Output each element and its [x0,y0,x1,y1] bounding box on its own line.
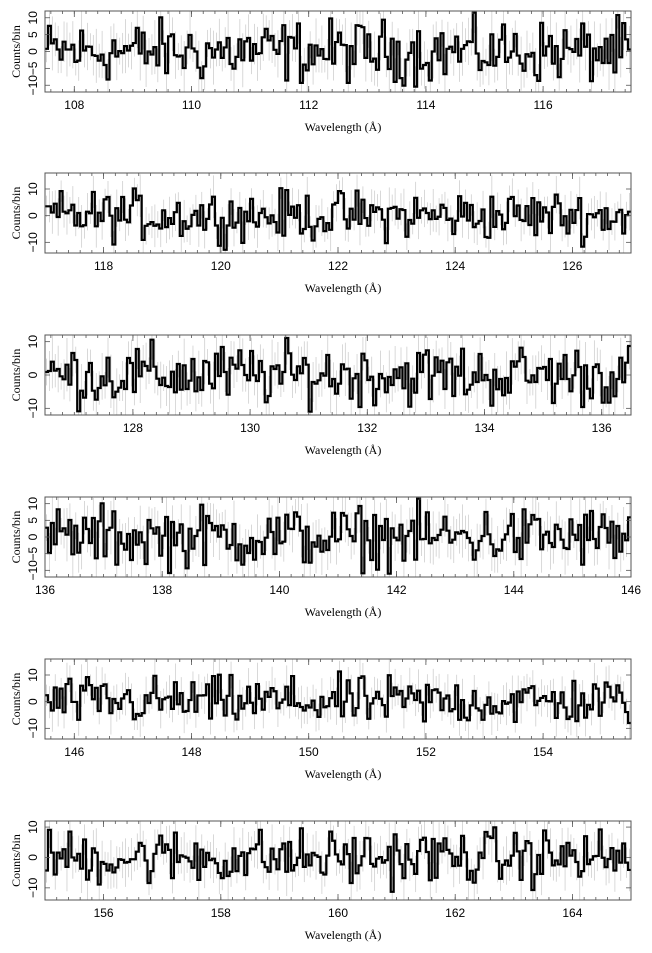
y-tick-label: 0 [26,533,40,540]
x-tick-label: 118 [94,259,113,273]
y-tick-label: −10 [26,398,40,419]
x-tick-label: 120 [211,259,231,273]
x-tick-label: 158 [211,906,231,920]
x-tick-label: 134 [474,421,494,435]
y-tick-label: 10 [26,182,40,196]
x-tick-label: 140 [269,583,289,597]
y-tick-label: −10 [26,718,40,739]
x-tick-label: 128 [123,421,143,435]
y-tick-label: 10 [26,335,40,349]
y-axis-title: Counts/bin [9,673,23,726]
plot-frame [44,658,632,740]
x-tick-label: 164 [562,906,582,920]
x-tick-label: 124 [445,259,465,273]
y-axis-title: Counts/bin [9,349,23,402]
y-axis-title: Counts/bin [9,834,23,887]
x-tick-label: 108 [64,98,84,112]
y-tick-label: −10 [26,877,40,898]
x-axis-title: Wavelength (Å) [305,605,382,619]
spectrum-step-line [45,187,631,251]
y-tick-label: 5 [26,31,40,38]
y-tick-label: −5 [26,61,40,75]
y-tick-label: 0 [26,371,40,378]
y-tick-label: 0 [26,212,40,219]
x-tick-label: 110 [182,98,201,112]
y-tick-label: 10 [26,820,40,834]
y-tick-label: 10 [26,668,40,682]
y-axis-title: Counts/bin [9,25,23,78]
x-tick-label: 160 [328,906,348,920]
spectrum-step-line [45,670,631,725]
x-tick-label: 162 [445,906,465,920]
x-tick-label: 136 [35,583,55,597]
x-tick-label: 116 [534,98,553,112]
spectrum-step-line [45,826,631,893]
y-axis-title: Counts/bin [9,187,23,240]
y-tick-label: 10 [26,11,40,25]
y-tick-label: −10 [26,232,40,253]
x-tick-label: 154 [533,745,553,759]
spectrum-step-line [45,336,631,413]
x-tick-label: 142 [387,583,407,597]
y-tick-label: −5 [26,547,40,561]
x-tick-label: 136 [592,421,612,435]
y-tick-label: −10 [26,75,40,96]
x-axis-title: Wavelength (Å) [305,928,382,942]
x-tick-label: 132 [357,421,377,435]
y-axis-title: Counts/bin [9,511,23,564]
x-tick-label: 146 [621,583,641,597]
x-tick-label: 138 [152,583,172,597]
spectrum-step-line [45,11,631,88]
y-tick-label: 0 [26,854,40,861]
x-tick-label: 126 [562,259,582,273]
y-tick-label: 0 [26,48,40,55]
y-tick-label: −10 [26,560,40,581]
x-tick-label: 150 [299,745,319,759]
x-tick-label: 152 [416,745,436,759]
x-tick-label: 122 [328,259,348,273]
y-tick-label: 5 [26,517,40,524]
x-tick-label: 148 [181,745,201,759]
x-tick-label: 156 [94,906,114,920]
spectrum-step-line [45,497,631,575]
x-axis-title: Wavelength (Å) [305,767,382,781]
x-axis-title: Wavelength (Å) [305,120,382,134]
x-axis-title: Wavelength (Å) [305,281,382,295]
y-tick-label: 10 [26,497,40,511]
x-tick-label: 114 [416,98,435,112]
x-axis-title: Wavelength (Å) [305,443,382,457]
x-tick-label: 146 [64,745,84,759]
y-tick-label: 0 [26,698,40,705]
x-tick-label: 144 [504,583,524,597]
x-tick-label: 130 [240,421,260,435]
x-tick-label: 112 [299,98,318,112]
